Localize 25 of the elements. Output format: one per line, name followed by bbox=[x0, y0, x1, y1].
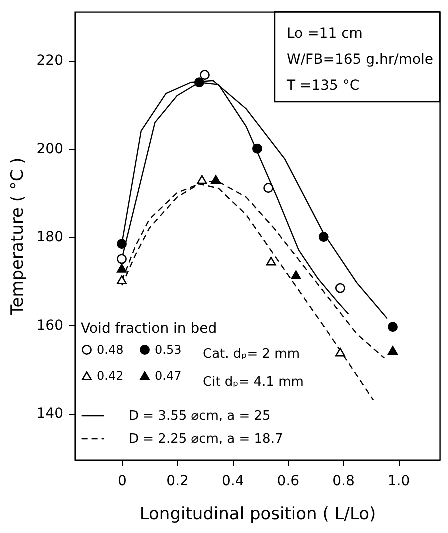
legend-label: D = 3.55 ⌀cm, a = 25 bbox=[129, 409, 271, 424]
annotation: W/FB=165 g.hr/mole bbox=[287, 52, 434, 68]
legend-label: 0.48 bbox=[97, 343, 124, 358]
y-tick-label: 220 bbox=[36, 53, 64, 70]
legend-label: D = 2.25 ⌀cm, a = 18.7 bbox=[129, 432, 284, 447]
annotation: Lo =11 cm bbox=[287, 26, 363, 42]
y-tick-label: 200 bbox=[36, 141, 64, 158]
annotation: T =135 °C bbox=[286, 78, 360, 94]
x-tick-label: 1.0 bbox=[388, 474, 410, 490]
y-tick-label: 140 bbox=[36, 406, 64, 422]
legend-label: 0.47 bbox=[155, 369, 182, 383]
x-tick-label: 0.2 bbox=[166, 474, 189, 490]
y-tick-label: 160 bbox=[36, 318, 64, 334]
legend-label: 0.42 bbox=[97, 369, 124, 383]
legend-title: Void fraction in bed bbox=[81, 321, 218, 337]
annotation: Cit dₚ= 4.1 mm bbox=[203, 375, 304, 390]
x-axis-title: Longitudinal position ( L/Lo) bbox=[140, 504, 376, 524]
legend-label: 0.53 bbox=[155, 343, 182, 358]
x-tick-label: 0.8 bbox=[332, 474, 355, 490]
x-tick-label: 0.4 bbox=[222, 474, 244, 490]
x-tick-label: 0 bbox=[118, 474, 127, 490]
y-tick-label: 180 bbox=[36, 230, 64, 246]
annotation: Cat. dₚ= 2 mm bbox=[203, 347, 300, 362]
x-tick-label: 0.6 bbox=[277, 474, 300, 490]
y-axis-title: Temperature ( °C ) bbox=[8, 158, 28, 316]
